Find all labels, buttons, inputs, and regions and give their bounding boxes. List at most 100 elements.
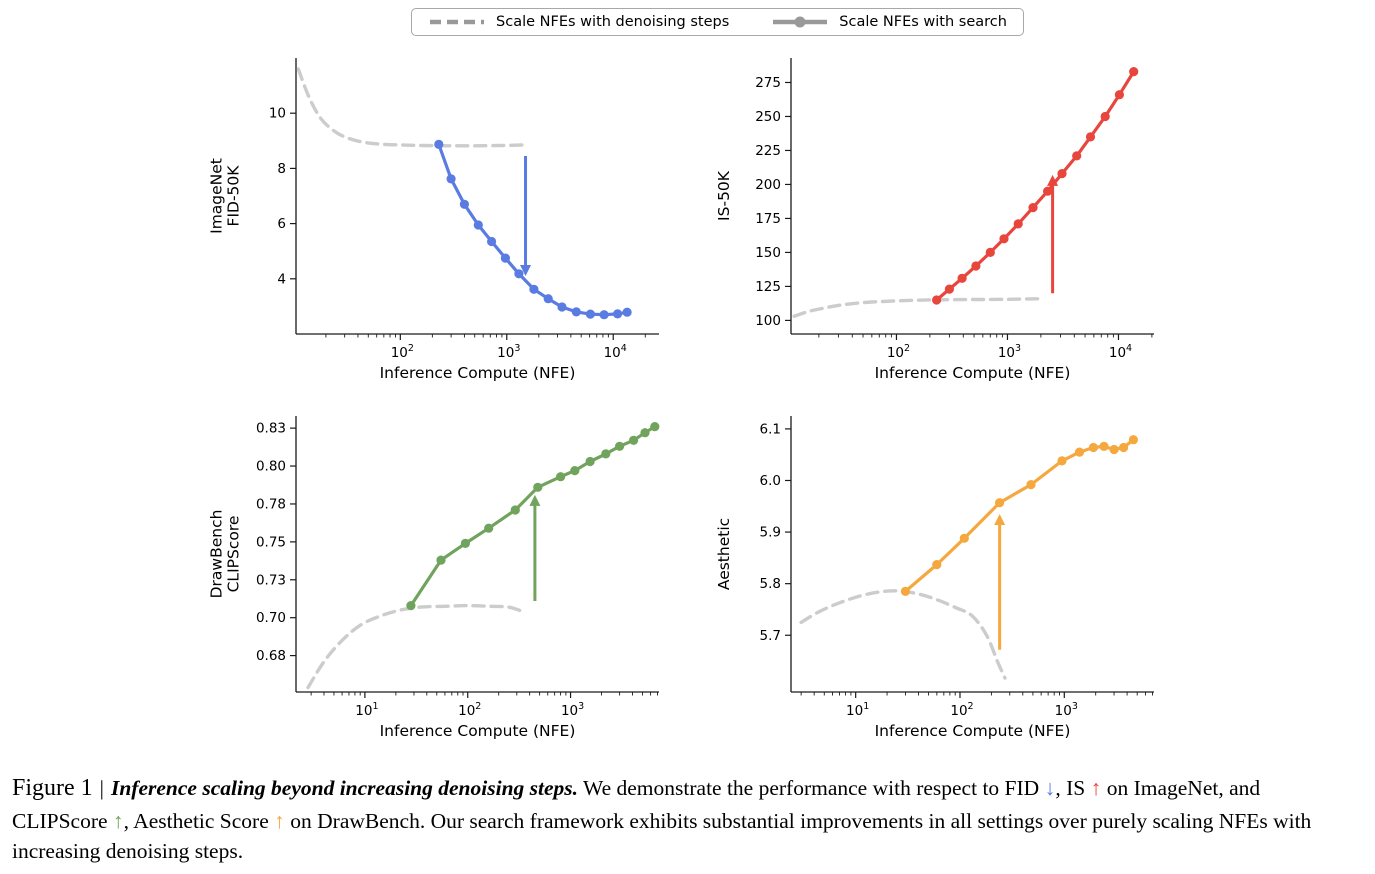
x-tick-label: 103: [1054, 701, 1077, 719]
x-tick-label: 104: [603, 343, 626, 361]
caption-text: on DrawBench. Our search framework exhib…: [12, 808, 1312, 863]
data-point-marker: [483, 523, 493, 533]
data-point-marker: [959, 533, 969, 543]
legend-label-denoising-steps: Scale NFEs with denoising steps: [496, 14, 730, 30]
y-tick-label: 175: [755, 211, 781, 227]
x-tick-label: 103: [560, 701, 583, 719]
data-point-marker: [1088, 442, 1098, 453]
caption-text: , IS: [1055, 776, 1091, 800]
legend-label-search: Scale NFEs with search: [839, 14, 1007, 30]
data-point-marker: [1074, 447, 1084, 457]
legend-item-search: Scale NFEs with search: [771, 14, 1007, 30]
solid-line-marker-swatch: [773, 16, 828, 28]
data-point-marker: [994, 498, 1004, 508]
caption-title: Inference scaling beyond increasing deno…: [110, 776, 579, 800]
data-point-marker: [1128, 67, 1138, 77]
chart-legend: Scale NFEs with denoising steps Scale NF…: [411, 8, 1024, 36]
y-tick-label: 0.68: [255, 648, 285, 664]
data-point-marker: [556, 302, 567, 312]
y-tick-label: 4: [277, 271, 286, 287]
x-axis-label: Inference Compute (NFE): [874, 722, 1070, 740]
data-point-marker: [1100, 111, 1110, 122]
y-tick-label: 0.83: [255, 421, 285, 437]
data-point-marker: [1071, 151, 1081, 161]
data-point-marker: [649, 422, 659, 432]
data-point-marker: [985, 247, 995, 257]
y-tick-label: 275: [755, 75, 781, 91]
data-point-marker: [571, 307, 581, 317]
y-tick-label: 5.9: [759, 525, 780, 541]
data-point-marker: [459, 199, 469, 209]
data-point-marker: [1013, 219, 1023, 229]
data-point-marker: [446, 174, 456, 184]
data-point-marker: [998, 234, 1009, 244]
y-tick-label: 0.75: [255, 534, 285, 550]
y-tick-label: 0.73: [255, 572, 285, 588]
y-tick-label: 100: [755, 313, 781, 329]
data-point-marker: [433, 139, 443, 149]
data-point-marker: [543, 294, 553, 304]
series-search: [408, 425, 656, 608]
y-tick-label: 200: [755, 177, 781, 193]
x-tick-label: 101: [846, 701, 869, 719]
data-point-marker: [599, 310, 609, 320]
data-point-marker: [405, 601, 415, 611]
data-point-marker: [612, 309, 622, 319]
data-point-marker: [614, 441, 624, 451]
dashed-line-swatch: [430, 19, 485, 25]
data-point-marker: [622, 307, 632, 317]
y-axis-label: IS-50K: [715, 170, 733, 221]
data-point-marker: [1056, 456, 1067, 466]
y-axis-label: ImageNetFID-50K: [208, 158, 243, 234]
trend-arrow-head: [519, 265, 531, 277]
y-tick-label: 8: [277, 161, 286, 177]
x-tick-label: 102: [886, 343, 909, 361]
data-point-marker: [585, 456, 595, 467]
series-search: [903, 438, 1135, 593]
series-search: [934, 70, 1135, 302]
y-tick-label: 0.78: [255, 496, 285, 512]
metric-arrow: ↑: [1090, 776, 1102, 800]
data-point-marker: [1128, 435, 1138, 445]
metric-arrow: ↑: [112, 808, 124, 833]
data-point-marker: [944, 284, 954, 294]
series-denoising-steps: [792, 297, 1045, 318]
y-tick-label: 6.0: [759, 473, 780, 489]
data-point-marker: [1056, 169, 1067, 179]
metric-arrow: ↓: [1044, 776, 1056, 800]
chart-svg-imagenet-fid-50k: 4 6 8 10 102 103 104 Inference Compute (NFE) Ima…: [207, 58, 659, 382]
data-point-marker: [1025, 480, 1036, 490]
chart-drawbench-clipscore: 0.68 0.70 0.73 0.75 0.78 0.80 0.83 101 102 103 Inf…: [207, 406, 673, 746]
y-tick-label: 6: [277, 216, 286, 232]
data-point-marker: [1027, 203, 1038, 213]
y-tick-label: 0.80: [255, 459, 285, 475]
x-tick-label: 102: [950, 701, 973, 719]
chart-svg-is-50k: 100 125 150 175 200 225 250 275 102 103 104 Inferen…: [715, 58, 1154, 382]
data-point-marker: [1098, 441, 1109, 451]
charts-grid: 4 6 8 10 102 103 104 Inference Compute (NFE) Ima…: [207, 48, 1168, 746]
data-point-marker: [528, 284, 538, 294]
x-tick-label: 103: [997, 343, 1020, 361]
data-point-marker: [957, 273, 967, 283]
x-tick-label: 102: [458, 701, 481, 719]
y-tick-label: 225: [755, 143, 781, 159]
y-tick-label: 10: [268, 106, 285, 122]
y-axis-label: DrawBenchCLIPScore: [208, 510, 243, 599]
caption-text: on ImageNet, and CLIPScore: [12, 776, 1261, 833]
data-point-marker: [569, 466, 579, 476]
y-axis-label: Aesthetic: [715, 518, 733, 590]
caption-text: , Aesthetic Score: [123, 808, 275, 833]
x-tick-label: 101: [355, 701, 378, 719]
chart-imagenet-fid-50k: 4 6 8 10 102 103 104 Inference Compute (NFE) Ima…: [207, 48, 673, 388]
chart-drawbench-aesthetic: 5.7 5.8 5.9 6.0 6.1 101 102 103 Inference Comput…: [703, 406, 1168, 746]
data-point-marker: [513, 269, 523, 279]
caption-body: We demonstrate the performance with resp…: [12, 776, 1311, 863]
y-tick-label: 5.8: [759, 576, 780, 592]
data-point-marker: [532, 482, 542, 492]
y-tick-label: 250: [755, 109, 781, 125]
data-point-marker: [1085, 132, 1095, 142]
data-point-marker: [460, 538, 470, 548]
x-axis-label: Inference Compute (NFE): [379, 364, 575, 382]
figure-label: Figure 1: [12, 775, 93, 801]
data-point-marker: [1042, 186, 1052, 196]
